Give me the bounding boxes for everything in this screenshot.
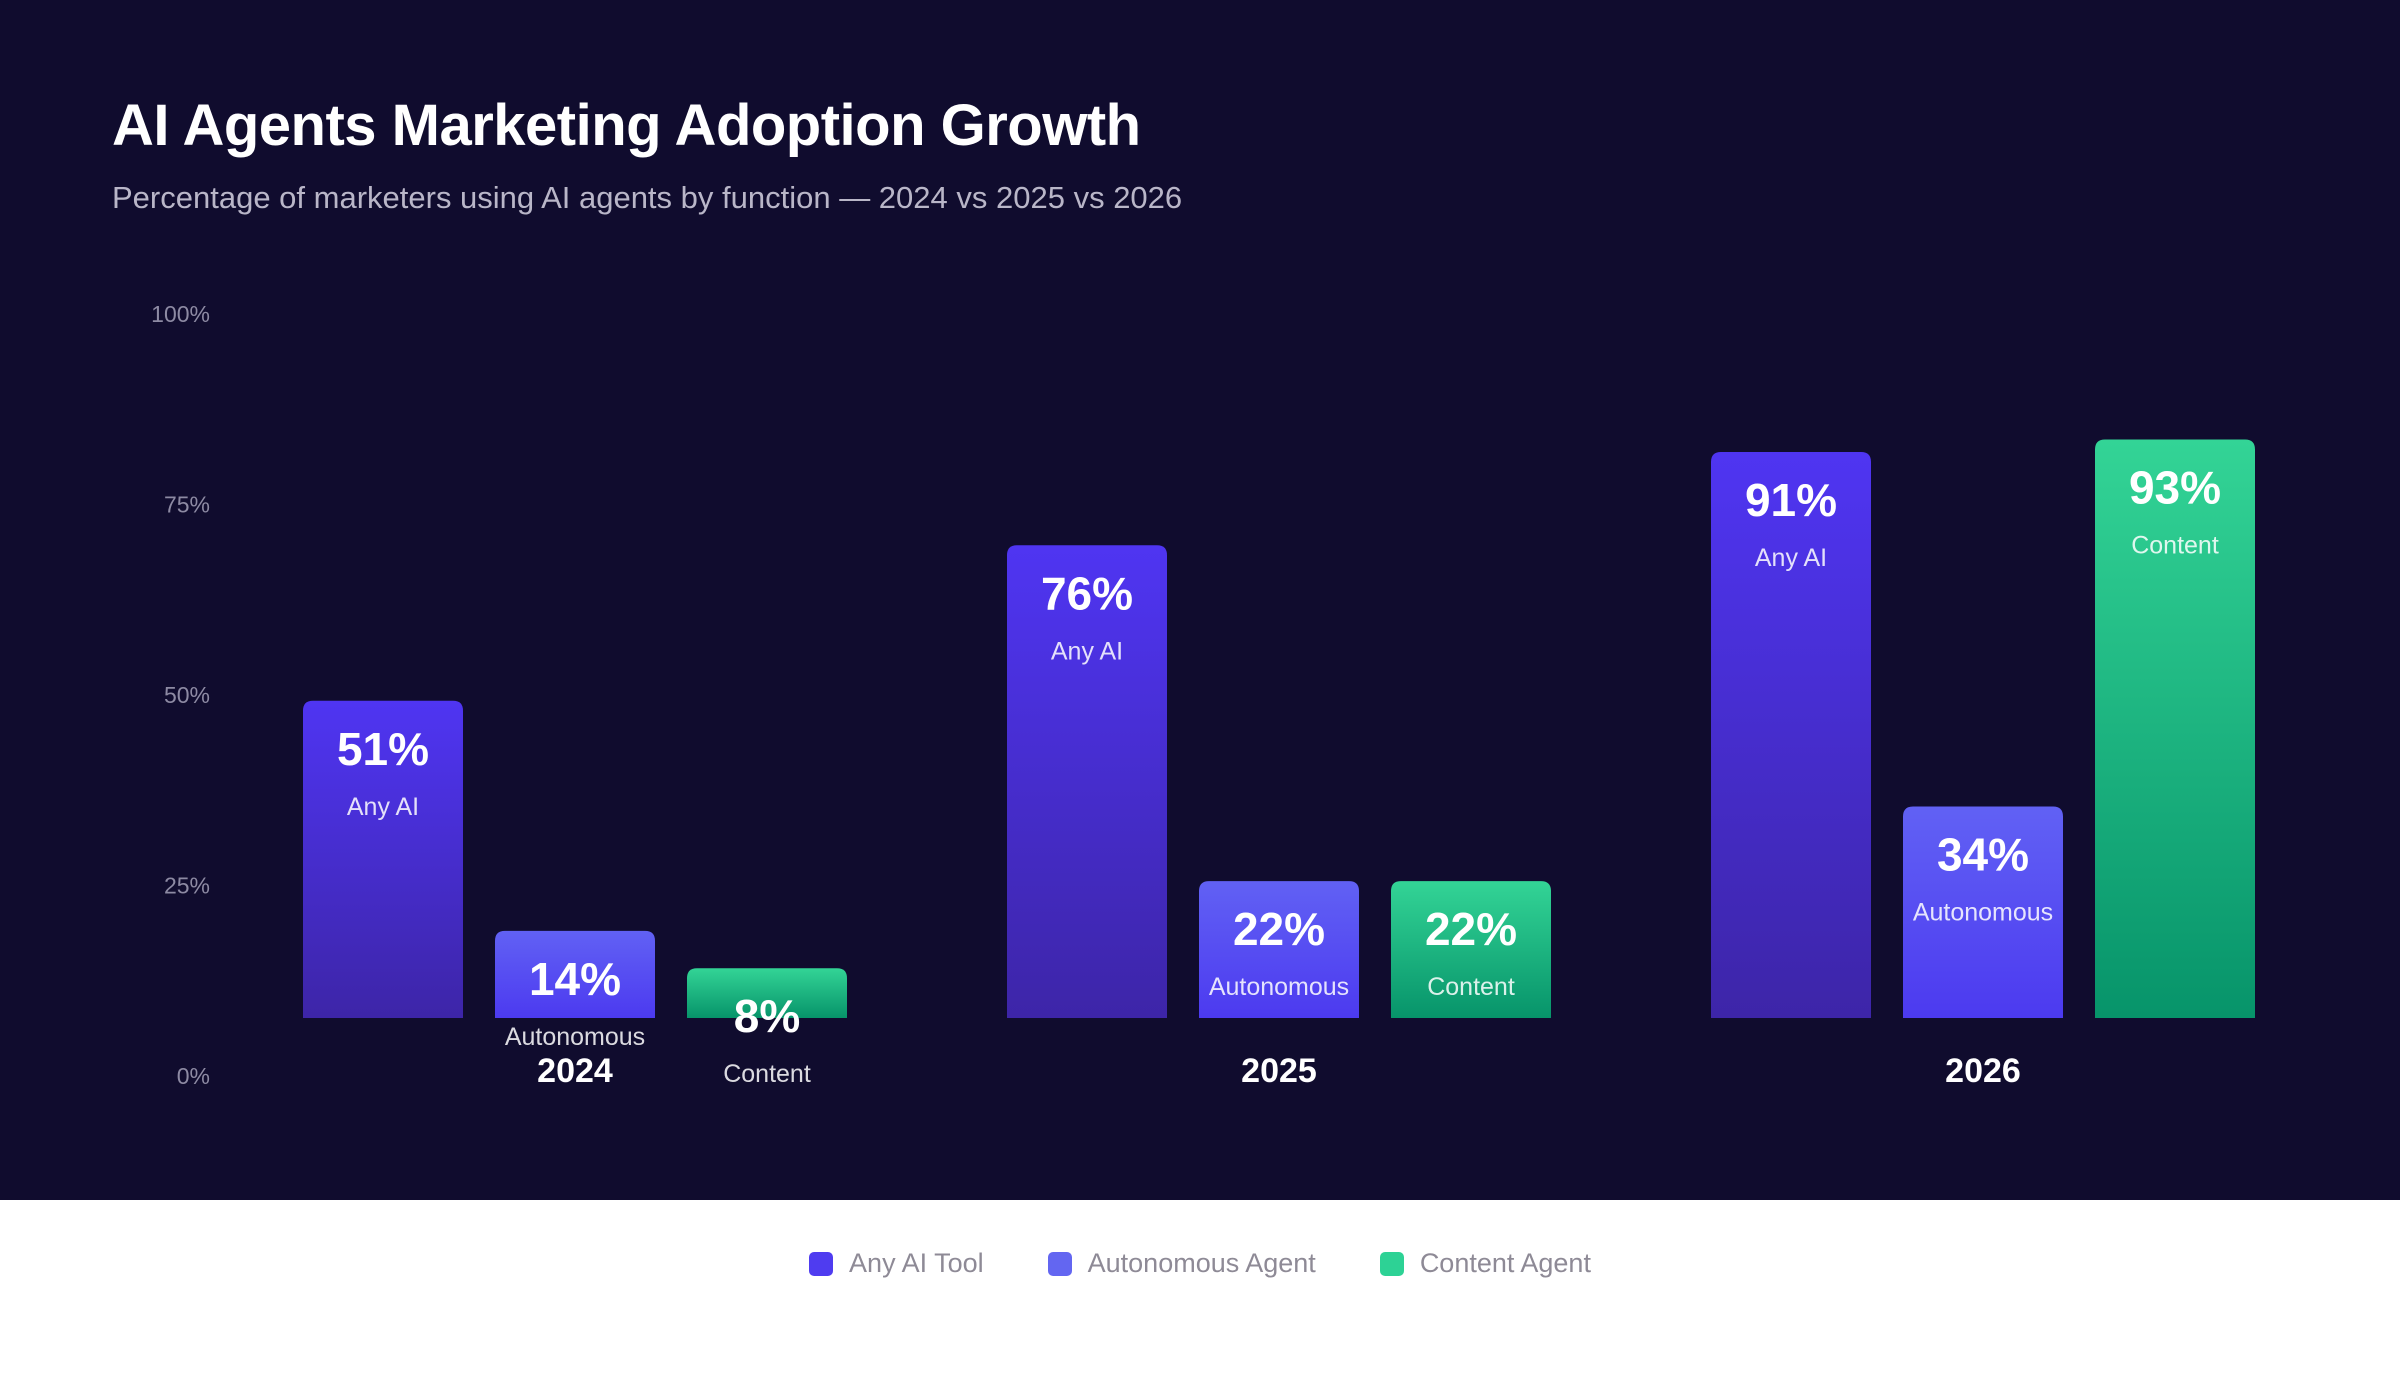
bar [1903,806,2063,1018]
bar-series-label: Content [723,1060,811,1088]
legend-label: Any AI Tool [849,1248,984,1278]
y-tick-label: 100% [151,301,210,327]
bar-value-label: 76% [1041,567,1133,619]
bar-series-label: Content [2131,532,2219,560]
chart-subtitle: Percentage of marketers using AI agents … [112,180,1183,215]
x-category-label: 2025 [1241,1052,1317,1090]
bar-series-label: Any AI [347,793,419,821]
bar [1199,881,1359,1018]
bar [495,930,655,1018]
legend: Any AI Tool Autonomous Agent Content Age… [0,1248,2400,1279]
bar [687,968,847,1018]
legend-label: Autonomous Agent [1087,1248,1316,1278]
bar-series-label: Any AI [1755,544,1827,572]
chart-title: AI Agents Marketing Adoption Growth [112,93,1141,158]
y-tick-label: 75% [164,492,210,518]
bar-series-label: Autonomous [1913,899,2053,927]
legend-item-content-agent: Content Agent [1379,1248,1591,1279]
legend-swatch [809,1251,834,1276]
y-tick-label: 0% [177,1063,210,1089]
bar-value-label: 22% [1233,903,1325,955]
bar-chart: 0% 25% 50% 75% 100% 51% Any AI 14% Autonomous 8% C… [151,301,2255,1090]
bar [303,700,463,1018]
bar-value-label: 91% [1745,474,1837,526]
bar [2095,439,2255,1018]
bar-value-label: 22% [1425,903,1517,955]
x-category-label: 2026 [1945,1052,2021,1090]
bar-value-label: 93% [2129,462,2221,514]
bar-value-label: 14% [529,953,621,1005]
legend-swatch [1047,1251,1072,1276]
bar [1007,545,1167,1018]
bar-value-label: 8% [734,990,800,1042]
bar [1391,881,1551,1018]
bar-value-label: 34% [1937,829,2029,881]
legend-item-autonomous-agent: Autonomous Agent [1047,1248,1316,1279]
legend-swatch [1379,1251,1404,1276]
bar-series-label: Autonomous [505,1023,645,1051]
legend-label: Content Agent [1419,1248,1591,1278]
bar-value-label: 51% [337,723,429,775]
bar [1711,451,1871,1019]
bar-series-label: Content [1427,973,1515,1001]
x-category-label: 2024 [537,1052,613,1090]
bar-series-label: Any AI [1051,637,1123,665]
bar-series-label: Autonomous [1209,973,1349,1001]
legend-item-any-ai-tool: Any AI Tool [809,1248,984,1279]
y-tick-label: 50% [164,682,210,708]
y-tick-label: 25% [164,873,210,899]
